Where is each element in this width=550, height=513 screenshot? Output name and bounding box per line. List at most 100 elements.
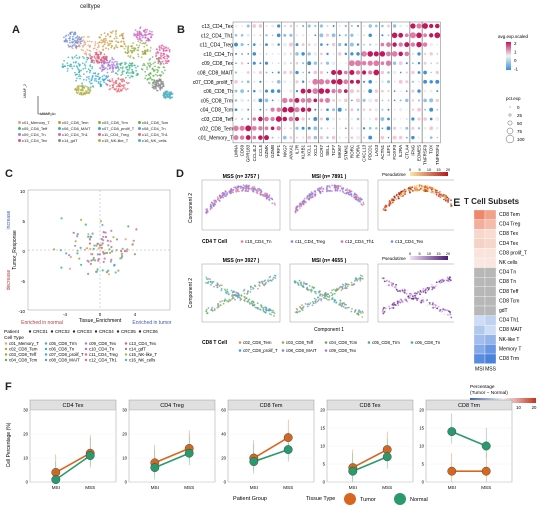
dotplot-dot — [287, 106, 294, 113]
dotplot-dot — [241, 25, 243, 27]
facet-y-tick: 20 — [320, 408, 325, 413]
dotplot-dot — [349, 79, 354, 84]
volcano-point — [107, 273, 110, 276]
dotplot-dot — [380, 135, 385, 140]
patient-legend-label: CRC02 — [55, 329, 70, 334]
dotplot-dot — [247, 90, 250, 92]
dotplot-dot — [355, 70, 361, 75]
facet-x-tick: MSS — [481, 485, 491, 490]
dotplot-dot — [276, 107, 281, 112]
dotplot-dot — [313, 70, 318, 75]
volcano-point — [126, 248, 129, 251]
dotplot-dot — [252, 98, 257, 103]
dotplot-gene-label: GZMB — [270, 145, 275, 158]
legend-label: c01_Memory_T — [22, 120, 50, 125]
legend-label: c11_CD4_Treg — [102, 132, 129, 137]
dotplot-dot — [265, 80, 268, 83]
dotplot-gene-label: XCL1 — [307, 144, 312, 156]
dotplot-dot — [258, 126, 263, 131]
normal-legend-label: Normal — [410, 497, 428, 503]
dotplot-dot — [264, 126, 269, 131]
dotplot-gene-label: TNFRSF4 — [435, 144, 440, 165]
volcano-point — [53, 248, 56, 251]
dotplot-dot — [234, 99, 238, 102]
dotplot-dot — [234, 71, 238, 74]
heatmap-row-label: CD4 Tex — [499, 241, 519, 247]
dotplot-dot — [320, 62, 323, 65]
dotplot-dot — [435, 117, 440, 121]
dotplot-dot — [350, 33, 354, 37]
dotplot-dot — [349, 89, 354, 94]
dotplot-dot — [240, 61, 244, 65]
pseudotime-tick: 0 — [409, 168, 411, 172]
legend-label: c07_CD8_prolif_T — [102, 126, 135, 131]
dotplot-dot — [436, 108, 439, 111]
dotplot-gene-label: RORC — [349, 144, 354, 158]
volcano-point — [117, 269, 120, 272]
legend-label: c16_NK_cells — [142, 138, 167, 143]
facet-x-tick: MSI — [151, 485, 159, 490]
dotplot-dot — [429, 89, 433, 93]
celltype-legend-label: c02_CD8_Tem — [9, 347, 38, 352]
dotplot-dot — [349, 69, 355, 76]
dotplot-dot — [411, 99, 415, 102]
dotplot-dot — [295, 33, 299, 37]
dotplot-dot — [240, 89, 244, 93]
dotplot-dot — [319, 117, 323, 121]
umap-legend-item: c16_NK_cells — [138, 138, 166, 143]
dotplot-dot — [289, 127, 292, 130]
dotplot-dot — [356, 135, 360, 140]
dotplot-dot — [306, 97, 312, 103]
dotplot-dot — [326, 24, 329, 28]
dotplot-gene-label: EOMES — [417, 145, 422, 161]
heatmap-cell — [484, 277, 497, 287]
heatmap-cell — [473, 344, 486, 355]
umap-x-label: UMAP_1 — [40, 112, 55, 116]
dotplot-gene-label: NKG7 — [282, 144, 287, 157]
facet-panel — [128, 409, 216, 483]
dotplot-dot — [314, 24, 317, 28]
dotplot-gene-label: CD69 — [240, 144, 245, 156]
dotplot-dot — [423, 89, 427, 93]
dotplot-gene-label: IFNG — [410, 144, 415, 155]
dotplot-dot — [312, 88, 319, 94]
legend-swatch — [58, 133, 61, 136]
dotplot-dot — [258, 24, 263, 28]
celltype-legend-label: c11_CD4_Treg — [89, 352, 118, 357]
legend-label: c06_CD8_MAIT — [62, 126, 91, 131]
facet-y-tick: 15 — [320, 426, 325, 431]
dotplot-dot — [363, 25, 365, 27]
celltype-legend-label: c08_CD8_MAIT — [49, 358, 80, 363]
series-point — [249, 457, 259, 467]
dotplot-dot — [331, 88, 336, 94]
dotplot-dot — [302, 25, 304, 27]
dotplot-dot — [313, 61, 317, 65]
heatmap-row-label: CD4 Th1 — [499, 318, 519, 324]
volcano-point — [124, 238, 127, 241]
dotplot-gene-label: LEF1 — [386, 144, 391, 155]
dotplot-dot — [289, 89, 293, 93]
dotplot-dot — [392, 42, 397, 47]
dotplot-dot — [362, 98, 366, 102]
avg-exp-colorbar — [506, 42, 511, 70]
dotplot-gene-label: GZMK — [264, 145, 269, 158]
dotplot-dot — [288, 98, 293, 103]
avg-exp-tick: 2 — [514, 41, 517, 46]
dotplot-dot — [314, 108, 317, 111]
heatmap-row-label: NK cells — [499, 260, 518, 266]
dotplot-dot — [338, 42, 342, 47]
dotplot-dot — [405, 71, 408, 74]
facet-x-tick: MSI — [250, 485, 258, 490]
dotplot-dot — [424, 136, 426, 139]
dotplot-dot — [411, 70, 415, 75]
celltype-legend-marker — [4, 353, 8, 356]
dotplot-dot — [355, 60, 361, 67]
dotplot-gene-label: CCR7 — [319, 144, 324, 157]
celltype-legend-title: Cell Type — [4, 335, 24, 341]
trajectory-title: MSI (n= 4655 ) — [312, 258, 347, 264]
dotplot-dot — [331, 61, 336, 66]
dotplot-dot — [418, 81, 420, 83]
volcano-point — [97, 259, 100, 262]
volcano-point — [89, 262, 92, 265]
dotplot-gene-label: TOX — [429, 145, 434, 154]
